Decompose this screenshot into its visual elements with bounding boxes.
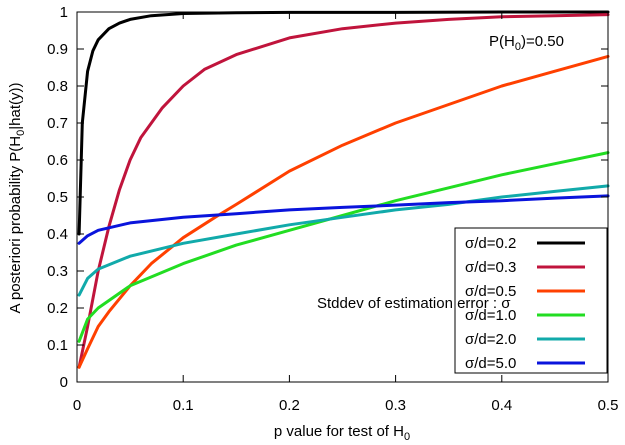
x-tick-label: 0.1: [173, 397, 194, 414]
x-tick-label: 0.2: [279, 397, 300, 414]
y-tick-label: 1: [60, 4, 68, 21]
legend-label: σ/d=2.0: [465, 331, 516, 348]
y-tick-label: 0.5: [47, 189, 68, 206]
series-line-2: [77, 13, 610, 369]
prior-annotation: P(H0)=0.50: [489, 33, 564, 53]
y-tick-label: 0.1: [47, 337, 68, 354]
series-line-4: [77, 151, 610, 343]
y-tick-label: 0.2: [47, 300, 68, 317]
legend-label: σ/d=1.0: [465, 307, 516, 324]
x-tick-label: 0: [73, 397, 81, 414]
y-tick-label: 0.4: [47, 226, 68, 243]
legend-box: [454, 227, 608, 374]
y-tick-label: 0.9: [47, 41, 68, 58]
y-axis-label: A posteriori probability P(H0|hat(y)): [7, 83, 27, 314]
legend-label: σ/d=0.2: [465, 235, 516, 252]
legend: σ/d=0.2 σ/d=0.3 σ/d=0.5 σ/d=1.0 σ/d=2.0 σ/d=5…: [465, 235, 585, 372]
legend-label: σ/d=0.5: [465, 283, 516, 300]
legend-label: σ/d=0.3: [465, 259, 516, 276]
x-tick-label: 0.5: [598, 397, 619, 414]
y-tick-label: 0: [60, 374, 68, 391]
y-tick-label: 0.8: [47, 78, 68, 95]
y-tick-label: 0.7: [47, 115, 68, 132]
series-line-6: [77, 194, 610, 245]
series-line-5: [77, 184, 610, 297]
x-tick-label: 0.4: [491, 397, 512, 414]
y-tick-label: 0.3: [47, 263, 68, 280]
legend-label: σ/d=5.0: [465, 355, 516, 372]
x-tick-label: 0.3: [385, 397, 406, 414]
stddev-annotation: Stddev of estimation error : σ: [317, 295, 511, 312]
plot-frame: [76, 11, 609, 383]
y-tick-label: 0.6: [47, 152, 68, 169]
x-axis-label: p value for test of H0: [274, 423, 410, 443]
ticks-layer: 0 0.1 0.2 0.3 0.4 0.5 0 0.1 0.2 0.3 0.4 0.5 0.6 0.7 0.…: [47, 4, 618, 414]
series-line-3: [77, 54, 610, 369]
